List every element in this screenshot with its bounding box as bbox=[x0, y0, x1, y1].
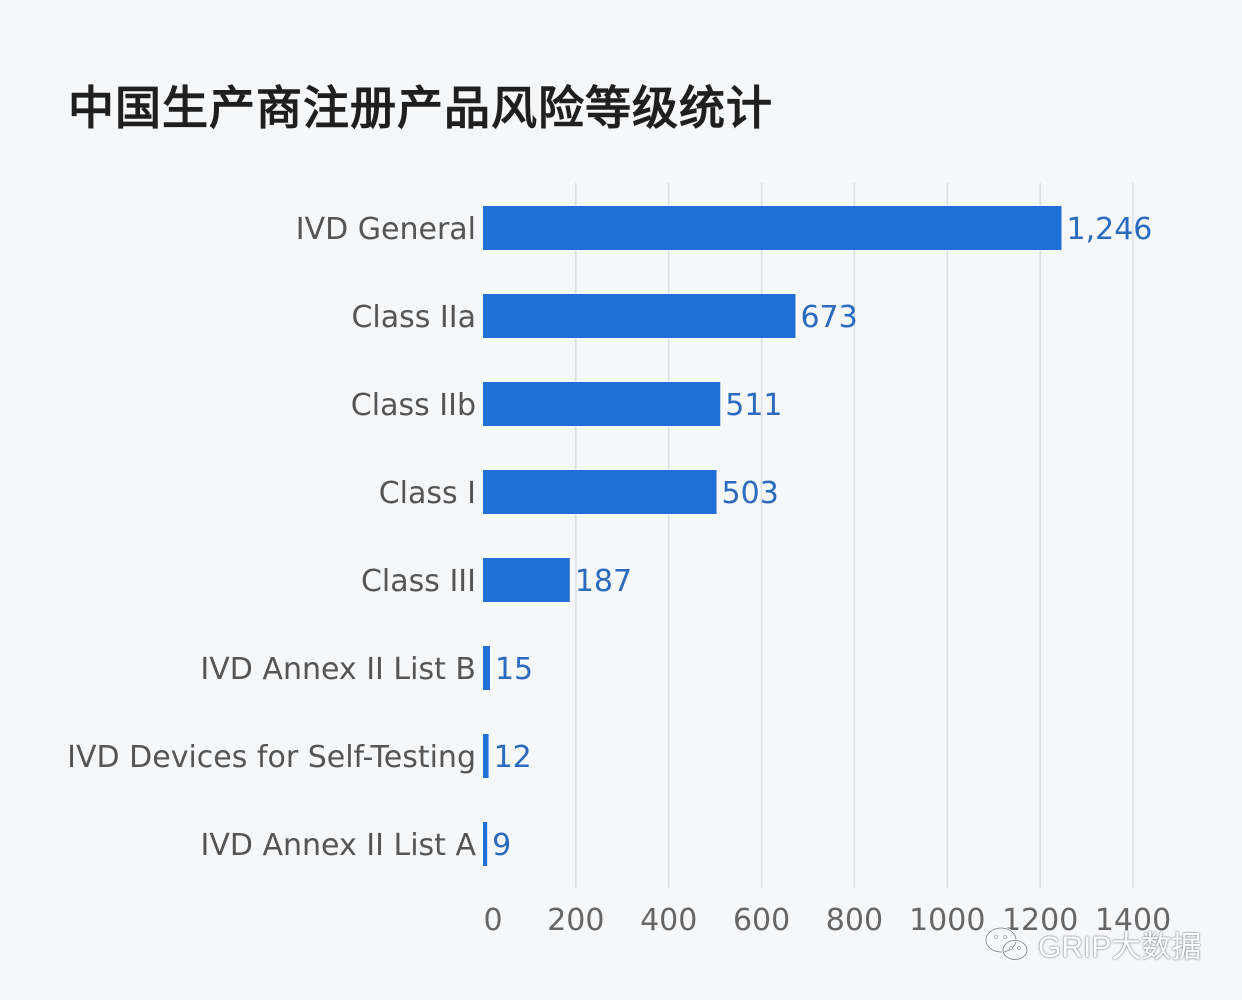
category-label: IVD General bbox=[296, 212, 476, 247]
bars bbox=[483, 206, 1062, 866]
category-label: IVD Annex II List B bbox=[200, 652, 476, 687]
x-tick-label: 200 bbox=[547, 903, 604, 938]
category-label: Class I bbox=[379, 476, 476, 511]
category-label: IVD Annex II List A bbox=[200, 828, 476, 863]
bar bbox=[483, 822, 488, 866]
grid-lines bbox=[575, 183, 1134, 888]
x-tick-label: 800 bbox=[826, 903, 883, 938]
x-tick-label: 1200 bbox=[1002, 903, 1078, 938]
category-label: IVD Devices for Self-Testing bbox=[67, 740, 476, 775]
bar bbox=[483, 558, 570, 602]
value-labels: 1,246 673 511 503 187 15 12 9 bbox=[492, 212, 1152, 863]
bar bbox=[483, 294, 796, 338]
data-label: 503 bbox=[722, 476, 779, 511]
bar bbox=[483, 470, 717, 514]
data-label: 187 bbox=[575, 564, 632, 599]
watermark: GRIP大数据 bbox=[982, 924, 1201, 964]
wechat-icon bbox=[984, 926, 1029, 961]
watermark-text: GRIP大数据 bbox=[1038, 931, 1202, 964]
data-label: 9 bbox=[492, 828, 511, 863]
data-label: 511 bbox=[725, 388, 782, 423]
x-tick-labels: 0 200 400 600 800 1000 1200 1400 bbox=[483, 903, 1171, 938]
chart-title: 中国生产商注册产品风险等级统计 bbox=[68, 81, 773, 135]
bar bbox=[483, 382, 721, 426]
category-labels: IVD General Class IIa Class IIb Class I Clas… bbox=[67, 212, 476, 863]
category-label: Class IIa bbox=[351, 300, 476, 335]
bar bbox=[483, 646, 490, 690]
category-label: Class IIb bbox=[351, 388, 476, 423]
x-tick-label: 600 bbox=[733, 903, 790, 938]
data-label: 12 bbox=[494, 740, 532, 775]
data-label: 15 bbox=[495, 652, 533, 687]
data-label: 673 bbox=[800, 300, 857, 335]
x-tick-label: 0 bbox=[483, 903, 502, 938]
x-tick-label: 400 bbox=[640, 903, 697, 938]
x-tick-label: 1000 bbox=[909, 903, 985, 938]
data-label: 1,246 bbox=[1067, 212, 1153, 247]
category-label: Class III bbox=[361, 564, 476, 599]
x-tick-label: 1400 bbox=[1095, 903, 1171, 938]
bar bbox=[483, 734, 489, 778]
bar bbox=[483, 206, 1062, 250]
